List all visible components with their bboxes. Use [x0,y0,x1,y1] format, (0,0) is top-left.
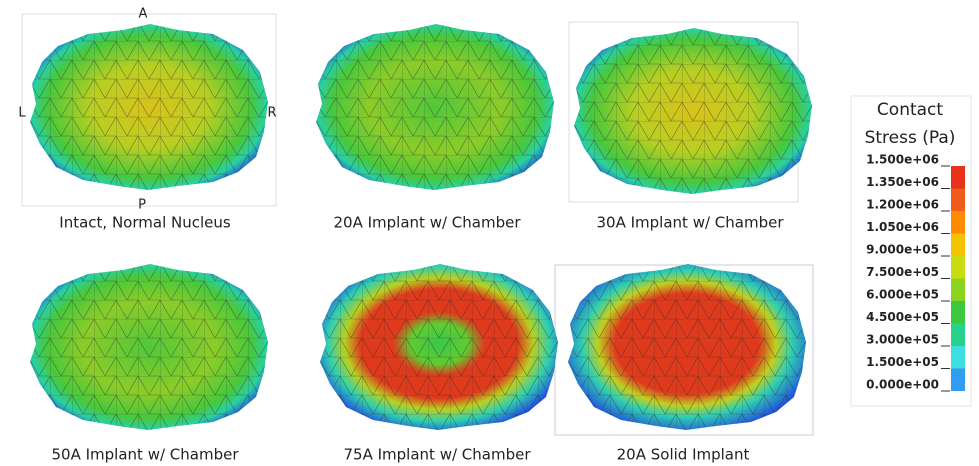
legend-swatch [951,369,965,392]
legend-swatch [951,256,965,279]
legend-label: 0.000e+00 [866,378,939,392]
legend-title: Stress (Pa) [865,128,956,148]
legend-swatch [951,301,965,324]
caption: 75A Implant w/ Chamber [344,446,532,464]
stress-map [566,262,808,432]
mesh [572,26,814,196]
legend-label: 1.350e+06 [866,175,939,189]
legend-swatch [951,234,965,257]
mesh [28,262,270,432]
caption: Intact, Normal Nucleus [59,214,231,232]
legend-swatch [951,166,965,189]
orientation-label: L [18,106,26,121]
legend-label: 6.000e+05 [866,288,939,302]
legend-label: 1.500e+05 [866,355,939,369]
legend-swatch [951,211,965,234]
legend-label: 9.000e+05 [866,243,939,257]
legend-label: 1.200e+06 [866,198,939,212]
stress-map [318,262,560,432]
caption: 50A Implant w/ Chamber [52,446,240,464]
stress-map [28,22,270,192]
stress-map [572,26,814,196]
legend-label: 3.000e+05 [866,333,939,347]
caption: 20A Solid Implant [617,446,750,464]
caption: 20A Implant w/ Chamber [334,214,522,232]
legend-label: 1.500e+06 [866,153,939,167]
mesh [566,262,808,432]
mesh [314,22,556,192]
legend-swatch [951,324,965,347]
mesh [28,22,270,192]
orientation-label: A [139,7,148,22]
legend-swatch [951,346,965,369]
legend-label: 4.500e+05 [866,310,939,324]
orientation-label: R [267,106,276,121]
stress-map [28,262,270,432]
caption: 30A Implant w/ Chamber [597,214,785,232]
mesh [318,262,560,432]
figure: A L R P Intact, Normal Nucleus 20A Impla… [0,0,979,466]
legend-swatch [951,189,965,212]
legend-swatch [951,279,965,302]
legend-label: 7.500e+05 [866,265,939,279]
legend-label: 1.050e+06 [866,220,939,234]
stress-map [314,22,556,192]
legend-title: Contact [877,100,943,120]
orientation-label: P [138,198,146,213]
